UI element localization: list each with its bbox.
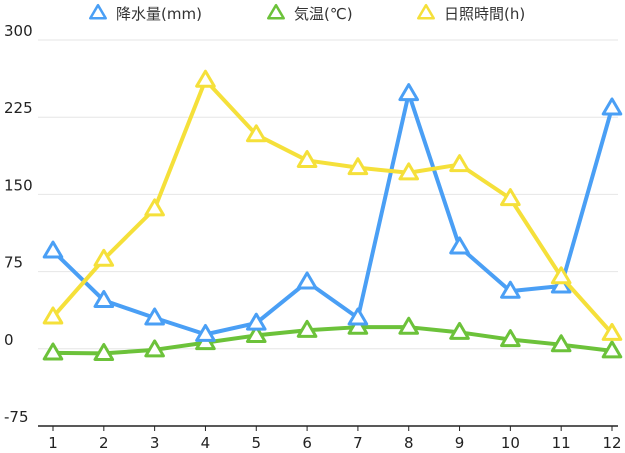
x-tick-label: 12 [602,434,621,452]
data-point-marker [42,240,64,259]
y-tick-label: -75 [4,408,29,426]
legend: 降水量(mm) 気温(℃) 日照時間(h) [89,3,525,23]
data-point-marker [245,312,267,331]
x-tick-label: 2 [99,434,109,452]
x-tick-label: 7 [353,434,363,452]
x-tick-label: 1 [48,434,58,452]
series-3 [42,69,623,341]
legend-label: 気温(℃) [294,5,353,23]
series-line [51,91,614,337]
data-point-marker [500,329,521,348]
series-1 [42,83,623,342]
legend-label: 降水量(mm) [116,5,202,23]
data-point-marker [296,150,318,168]
data-point-marker [195,69,216,88]
data-point-marker [144,198,165,217]
data-point-marker [550,266,572,285]
x-tick-label: 11 [552,434,571,452]
y-tick-label: 300 [4,22,33,40]
data-point-marker [601,97,623,116]
x-tick-label: 3 [150,434,160,452]
data-point-marker [449,154,470,173]
data-point-marker [93,248,115,267]
x-tick-label: 8 [404,434,414,452]
data-point-marker [398,316,420,335]
x-tick-label: 5 [251,434,261,452]
x-tick-label: 9 [455,434,465,452]
data-point-marker [42,342,64,361]
y-tick-label: 150 [4,176,33,194]
series [42,69,623,361]
series-line [51,78,614,336]
x-tick-label: 4 [201,434,211,452]
legend-triangle-icon [267,3,285,20]
data-point-marker [347,307,369,326]
data-point-marker [398,162,420,181]
data-point-marker [144,307,165,326]
y-tick-label: 75 [4,254,23,272]
data-point-marker [500,188,521,207]
data-point-marker [398,83,420,102]
data-point-marker [93,289,115,308]
data-point-marker [42,306,64,325]
data-point-marker [195,323,216,342]
data-point-marker [296,319,318,338]
data-point-marker [500,280,521,299]
data-point-marker [245,324,267,343]
legend-triangle-icon [89,3,107,20]
data-point-marker [144,339,165,358]
y-tick-label: 0 [4,331,14,349]
x-tick-label: 10 [501,434,520,452]
legend-triangle-icon [417,3,435,20]
data-point-marker [93,343,115,361]
series-line [51,325,614,356]
data-point-marker [347,157,369,176]
data-point-marker [296,271,318,290]
data-point-marker [449,321,470,340]
data-point-marker [601,322,623,341]
legend-label: 日照時間(h) [444,5,525,23]
grid [38,39,618,350]
series-2 [42,316,623,361]
data-point-marker [550,334,572,353]
data-point-marker [245,124,267,143]
data-point-marker [449,236,470,255]
data-point-marker [601,340,623,359]
y-tick-label: 225 [4,99,33,117]
x-tick-label: 6 [302,434,312,452]
data-point-marker [347,316,369,335]
